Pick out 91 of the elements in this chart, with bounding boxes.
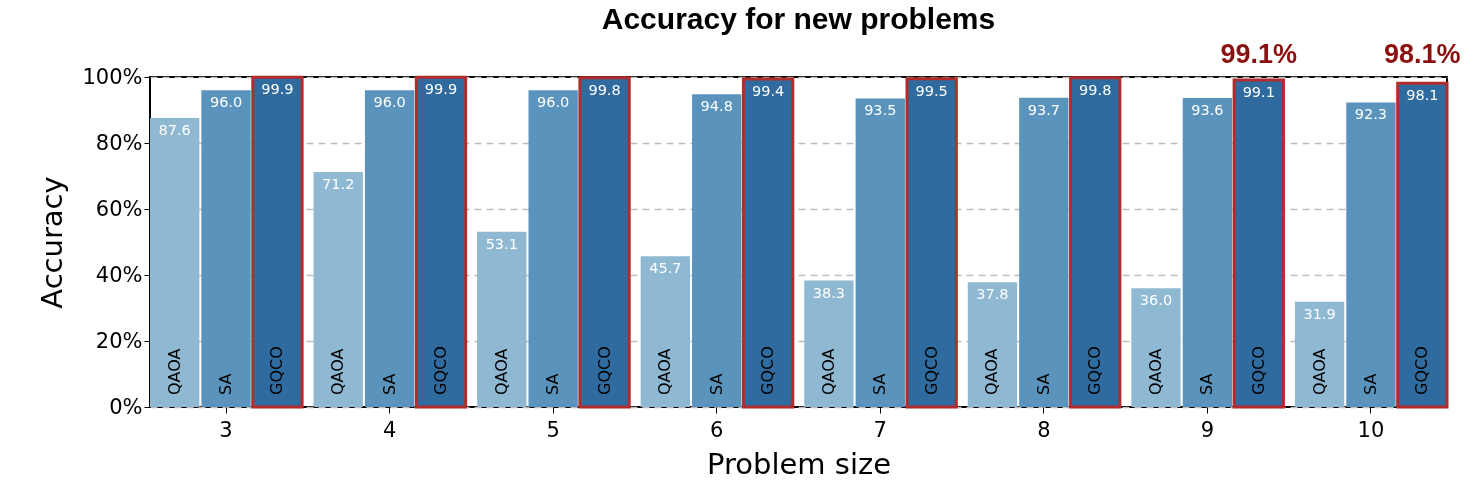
bar bbox=[1396, 81, 1449, 409]
bar bbox=[414, 75, 468, 409]
data-label: 99.8 bbox=[588, 81, 621, 98]
y-tick-label: 80% bbox=[95, 130, 143, 155]
data-label: 99.9 bbox=[261, 81, 294, 98]
y-axis-title: Accuracy bbox=[35, 176, 70, 309]
data-label: 96.0 bbox=[373, 94, 406, 111]
data-label: 87.6 bbox=[158, 121, 191, 138]
x-tick-label: 3 bbox=[219, 417, 233, 442]
text: 98.1% bbox=[1384, 39, 1461, 69]
text: GQCO bbox=[1248, 346, 1268, 395]
text: SA bbox=[706, 373, 726, 395]
bar bbox=[905, 77, 958, 409]
y-tick-label: 60% bbox=[95, 196, 143, 221]
x-tick-label: 9 bbox=[1200, 417, 1215, 442]
bar bbox=[692, 94, 742, 407]
data-label: 71.2 bbox=[322, 176, 355, 193]
y-tick-label: 0% bbox=[109, 394, 143, 419]
x-tick-label: 8 bbox=[1037, 417, 1051, 442]
text: SA bbox=[1197, 373, 1217, 395]
data-label: 99.4 bbox=[751, 82, 785, 99]
y-tick-label: 40% bbox=[95, 262, 143, 287]
data-label: 99.9 bbox=[424, 81, 458, 98]
y-tick-label: 20% bbox=[95, 328, 143, 353]
bar bbox=[1019, 97, 1069, 407]
data-label: 93.5 bbox=[864, 102, 897, 119]
data-label: 98.1 bbox=[1406, 87, 1439, 104]
data-label: 36.0 bbox=[1139, 292, 1173, 309]
bar bbox=[477, 231, 527, 407]
text: QAOA bbox=[328, 348, 348, 395]
x-tick-label: 5 bbox=[546, 417, 560, 442]
text: SA bbox=[543, 373, 563, 395]
bar bbox=[364, 90, 415, 407]
y-tick-label: 100% bbox=[82, 64, 143, 89]
text: QAOA bbox=[655, 348, 675, 395]
bar bbox=[855, 98, 905, 407]
bar bbox=[313, 172, 363, 407]
x-tick-label: 4 bbox=[382, 417, 397, 442]
text: QAOA bbox=[1146, 348, 1165, 395]
x-tick-label: 6 bbox=[710, 417, 724, 442]
data-label: 99.1 bbox=[1242, 83, 1275, 100]
data-label: 99.5 bbox=[915, 82, 948, 99]
bar bbox=[1131, 288, 1181, 407]
text: QAOA bbox=[1309, 348, 1329, 395]
data-label: 99.8 bbox=[1079, 81, 1112, 98]
bar bbox=[640, 256, 690, 407]
data-label: 94.8 bbox=[700, 98, 733, 115]
text: QAOA bbox=[818, 348, 838, 395]
data-label: 38.3 bbox=[812, 284, 846, 301]
bar bbox=[150, 117, 200, 407]
data-label: 92.3 bbox=[1354, 106, 1388, 123]
bar bbox=[1346, 102, 1396, 407]
data-label: 96.0 bbox=[537, 94, 570, 111]
text: SA bbox=[1033, 373, 1053, 395]
x-tick-label: 7 bbox=[873, 417, 887, 442]
chart-title: Accuracy for new problems bbox=[601, 2, 996, 35]
data-label: 96.0 bbox=[209, 94, 243, 111]
bar bbox=[804, 280, 854, 407]
series-label: QAOA bbox=[164, 348, 184, 395]
text: SA bbox=[870, 373, 890, 395]
text: SA bbox=[1360, 373, 1380, 395]
data-label: 93.6 bbox=[1191, 102, 1224, 119]
series-label: GQCO bbox=[267, 346, 287, 395]
text: QAOA bbox=[491, 348, 511, 395]
text: SA bbox=[379, 373, 399, 395]
data-label: 37.8 bbox=[976, 286, 1009, 303]
data-label: 45.7 bbox=[649, 260, 682, 277]
bar bbox=[528, 90, 578, 407]
bar bbox=[1294, 301, 1345, 407]
text: GQCO bbox=[921, 346, 941, 395]
bar bbox=[1069, 76, 1122, 409]
data-label: 31.9 bbox=[1303, 305, 1336, 322]
text: GQCO bbox=[594, 346, 614, 395]
bar bbox=[1232, 78, 1285, 409]
text: GQCO bbox=[758, 346, 778, 395]
bar bbox=[578, 76, 631, 409]
text: GQCO bbox=[1412, 346, 1432, 395]
text: QAOA bbox=[982, 348, 1002, 395]
series-label: SA bbox=[216, 373, 236, 395]
x-tick-label: 10 bbox=[1357, 417, 1385, 442]
text: GQCO bbox=[1085, 346, 1105, 395]
text: GQCO bbox=[431, 346, 450, 395]
bar bbox=[251, 75, 304, 409]
text: 99.1% bbox=[1220, 39, 1298, 69]
bar bbox=[201, 90, 251, 407]
data-label: 93.7 bbox=[1027, 101, 1060, 118]
bar bbox=[741, 77, 795, 409]
x-axis-title: Problem size bbox=[706, 446, 892, 481]
bar bbox=[1182, 98, 1233, 407]
data-label: 53.1 bbox=[485, 235, 518, 252]
bar bbox=[967, 282, 1018, 407]
